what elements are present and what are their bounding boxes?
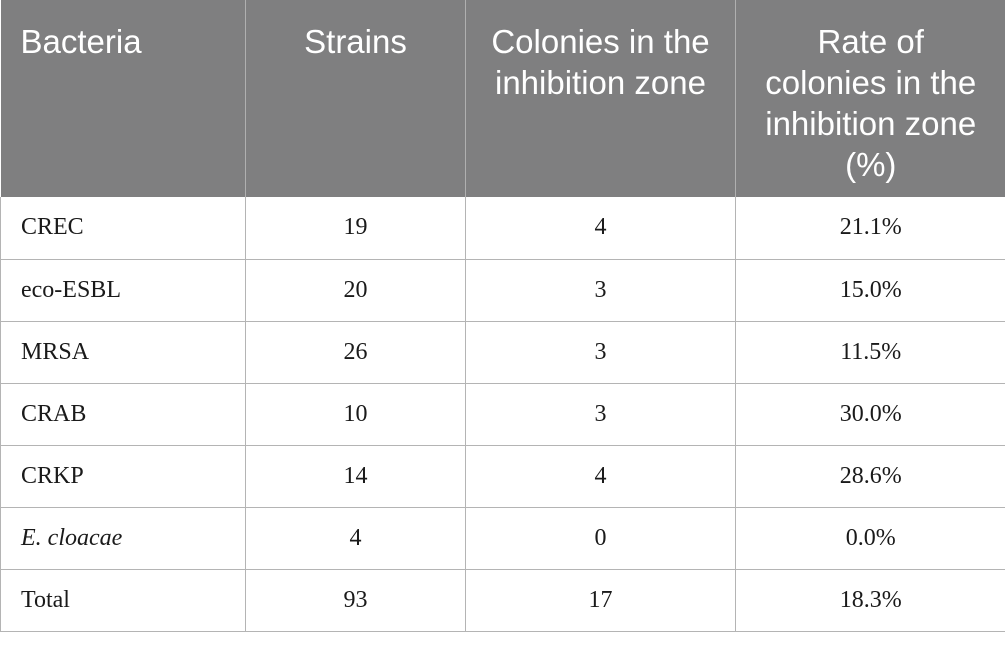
header-cell: Rate of colonies in the inhibition zone … <box>735 0 1005 197</box>
table-row: Total 93 17 18.3% <box>0 569 1005 632</box>
table-row: E. cloacae 4 0 0.0% <box>0 507 1005 570</box>
table-cell: 19 <box>245 197 466 260</box>
table-cell: CRAB <box>0 383 246 446</box>
header-cell: Bacteria <box>0 0 246 197</box>
table-cell: 20 <box>245 259 466 322</box>
table-cell: 18.3% <box>735 569 1005 632</box>
table-header: Bacteria Strains Colonies in the inhibitio… <box>0 0 1005 197</box>
data-table: Bacteria Strains Colonies in the inhibitio… <box>0 0 1005 632</box>
header-cell: Strains <box>245 0 466 197</box>
table-cell: 3 <box>465 259 736 322</box>
table-cell: 4 <box>245 507 466 570</box>
table-cell: 28.6% <box>735 445 1005 508</box>
table-cell: CREC <box>0 197 246 260</box>
table-cell: 15.0% <box>735 259 1005 322</box>
table-cell: 17 <box>465 569 736 632</box>
header-cell: Colonies in the inhibition zone <box>465 0 736 197</box>
table-cell: 4 <box>465 445 736 508</box>
table-cell: 11.5% <box>735 321 1005 384</box>
table-cell: 30.0% <box>735 383 1005 446</box>
table-cell: 4 <box>465 197 736 260</box>
table-cell: 3 <box>465 383 736 446</box>
table-cell: 0 <box>465 507 736 570</box>
header-row: Bacteria Strains Colonies in the inhibitio… <box>0 0 1005 197</box>
table-cell: 26 <box>245 321 466 384</box>
table-cell: Total <box>0 569 246 632</box>
table-body: CREC 19 4 21.1% eco-ESBL 20 3 15.0% MRSA 26 3 11.5%… <box>0 197 1005 632</box>
table-cell: E. cloacae <box>0 507 246 570</box>
table-cell: 3 <box>465 321 736 384</box>
table-cell: 10 <box>245 383 466 446</box>
table-cell: 0.0% <box>735 507 1005 570</box>
table-cell: eco-ESBL <box>0 259 246 322</box>
table-cell: 93 <box>245 569 466 632</box>
table-cell: CRKP <box>0 445 246 508</box>
table-row: CRKP 14 4 28.6% <box>0 445 1005 508</box>
table-cell: MRSA <box>0 321 246 384</box>
table-row: MRSA 26 3 11.5% <box>0 321 1005 384</box>
table-row: CREC 19 4 21.1% <box>0 197 1005 260</box>
table-row: CRAB 10 3 30.0% <box>0 383 1005 446</box>
table-cell: 14 <box>245 445 466 508</box>
table-row: eco-ESBL 20 3 15.0% <box>0 259 1005 322</box>
table-cell: 21.1% <box>735 197 1005 260</box>
